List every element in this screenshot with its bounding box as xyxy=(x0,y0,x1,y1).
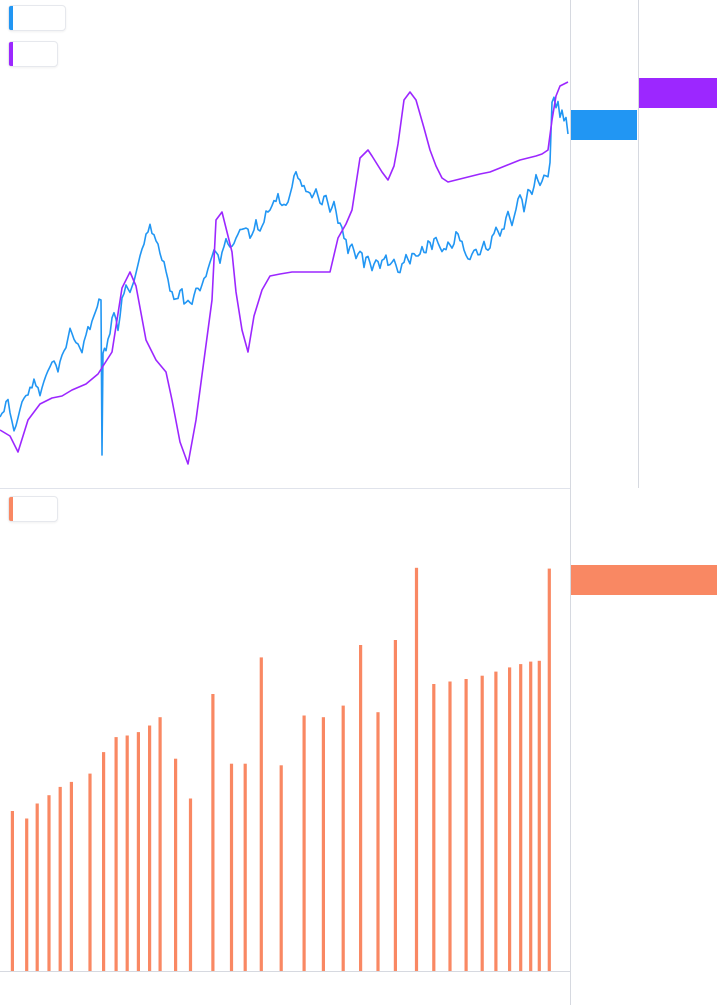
dps-bar xyxy=(47,795,51,971)
dps-overlay-value-axis[interactable] xyxy=(639,0,717,488)
dps-bar xyxy=(174,758,178,971)
dps-bar xyxy=(529,661,533,971)
dps-bar xyxy=(10,811,14,971)
dps-plot-svg xyxy=(10,567,551,971)
legend-dps-overlay[interactable] xyxy=(8,41,58,67)
dps-plot-area[interactable] xyxy=(0,489,571,1005)
legend-dps-pane-color-swatch xyxy=(9,497,13,521)
dps-bar xyxy=(69,781,73,971)
dps-bar xyxy=(148,725,152,971)
dps-bar xyxy=(158,717,162,971)
dps-bar xyxy=(393,640,397,971)
dps-bar xyxy=(58,786,62,971)
dps-bar xyxy=(341,705,345,971)
dps-bar xyxy=(243,763,247,971)
dps-bar xyxy=(480,675,484,971)
dps-bar xyxy=(25,818,29,971)
price-plot-svg xyxy=(0,81,569,465)
dps-bar xyxy=(229,763,234,971)
dps-bar xyxy=(125,735,129,971)
dps-bar xyxy=(508,667,512,971)
dps-bar xyxy=(279,765,283,971)
dps-bar xyxy=(88,773,92,971)
plot-right-border xyxy=(570,0,571,971)
price-axis-badge[interactable] xyxy=(571,110,637,140)
dps-bar xyxy=(114,737,118,971)
dps-bar xyxy=(519,664,523,971)
legend-dps-overlay-color-swatch xyxy=(9,42,13,66)
dps-bar xyxy=(547,568,551,971)
dps-bar xyxy=(537,660,541,971)
dps-pane[interactable] xyxy=(0,489,717,1005)
legend-dps-pane[interactable] xyxy=(8,496,58,522)
dps-bar xyxy=(448,681,452,971)
dps-bar xyxy=(432,684,436,971)
dps-bar xyxy=(414,567,419,971)
dps-overlay-axis-badge[interactable] xyxy=(639,78,717,108)
dps-pane-value-axis[interactable] xyxy=(571,489,717,971)
dps-bar xyxy=(321,717,325,971)
dps-bar xyxy=(302,715,306,971)
legend-price[interactable] xyxy=(8,5,66,31)
dps-bar xyxy=(376,712,380,971)
pane-divider[interactable] xyxy=(0,488,571,489)
price-line-series xyxy=(0,96,569,456)
dps-bar xyxy=(136,732,140,971)
dps-bar xyxy=(35,803,39,971)
dps-bar xyxy=(359,645,363,971)
x-axis-line xyxy=(0,971,571,972)
dps-bar xyxy=(211,694,215,971)
dps-bar xyxy=(259,657,263,971)
dps-overlay-line-series xyxy=(0,81,569,465)
price-pane[interactable] xyxy=(0,0,717,488)
legend-price-color-swatch xyxy=(9,6,13,30)
dps-bar xyxy=(464,679,468,971)
dps-bar xyxy=(102,752,106,971)
price-plot-area[interactable] xyxy=(0,0,571,488)
dps-pane-axis-badge[interactable] xyxy=(571,565,717,595)
dps-overlay-axis-separator xyxy=(638,0,639,488)
dps-bar xyxy=(494,671,498,971)
dps-bar xyxy=(188,798,193,971)
